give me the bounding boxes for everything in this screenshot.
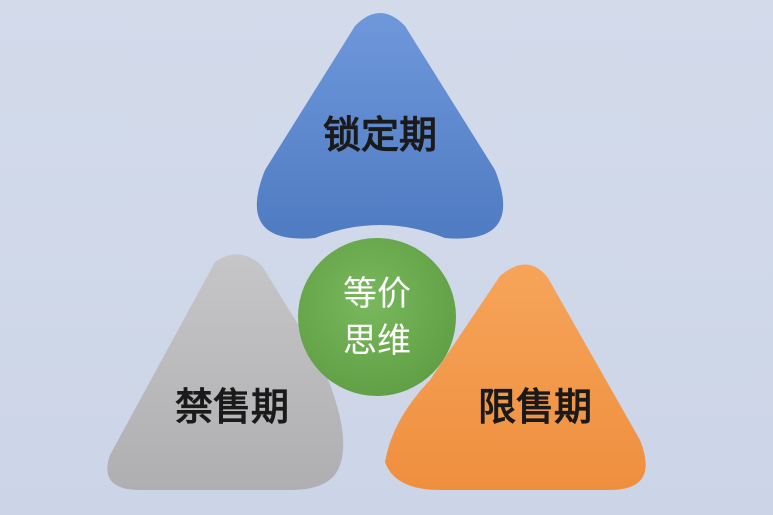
left-triangle-shape — [107, 254, 344, 490]
center-circle — [298, 238, 456, 396]
right-triangle-shape — [385, 264, 646, 490]
left-triangle-label: 禁售期 — [175, 385, 289, 429]
top-triangle-label: 锁定期 — [323, 113, 437, 157]
center-label-line1: 等价 — [343, 274, 411, 314]
right-triangle-label: 限售期 — [478, 385, 592, 429]
top-triangle-shape — [256, 13, 504, 239]
center-label-line2: 思维 — [343, 321, 411, 361]
